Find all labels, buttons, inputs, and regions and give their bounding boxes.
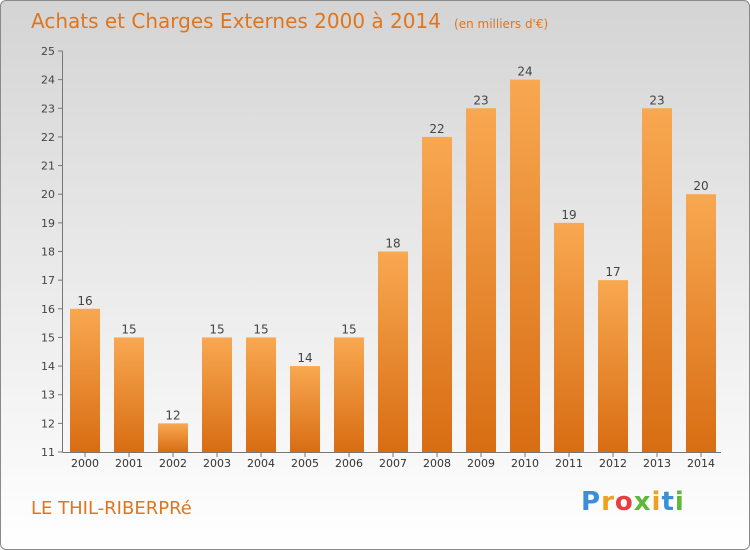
y-tick-label: 24 bbox=[41, 74, 55, 87]
x-tick-label-2001: 2001 bbox=[115, 457, 143, 470]
logo-letter: x bbox=[633, 487, 652, 517]
y-tick-label: 12 bbox=[41, 417, 55, 430]
bar-2001 bbox=[114, 337, 144, 452]
y-tick-label: 22 bbox=[41, 131, 55, 144]
y-tick-label: 17 bbox=[41, 274, 55, 287]
data-label-2005: 14 bbox=[297, 351, 312, 365]
y-tick-label: 19 bbox=[41, 217, 55, 230]
bar-2010 bbox=[510, 79, 540, 453]
logo-letter: t bbox=[661, 487, 675, 517]
logo-letter: i bbox=[651, 487, 662, 517]
y-tick-label: 23 bbox=[41, 102, 55, 115]
logo-letter: P bbox=[581, 487, 602, 517]
x-tick-label-2000: 2000 bbox=[71, 457, 99, 470]
y-tick-label: 14 bbox=[41, 360, 55, 373]
data-label-2010: 24 bbox=[517, 65, 532, 79]
proxiti-logo: Proxiti bbox=[581, 487, 685, 517]
x-tick-label-2014: 2014 bbox=[687, 457, 715, 470]
y-tick-label: 16 bbox=[41, 303, 55, 316]
data-label-2006: 15 bbox=[341, 322, 356, 336]
bar-2013 bbox=[642, 108, 672, 453]
logo-letter: r bbox=[601, 487, 615, 517]
x-tick-label-2007: 2007 bbox=[379, 457, 407, 470]
x-tick-label-2009: 2009 bbox=[467, 457, 495, 470]
y-tick-label: 20 bbox=[41, 188, 55, 201]
data-label-2014: 20 bbox=[693, 179, 708, 193]
y-tick-label: 15 bbox=[41, 331, 55, 344]
bar-2003 bbox=[202, 337, 232, 452]
x-tick-label-2003: 2003 bbox=[203, 457, 231, 470]
data-label-2004: 15 bbox=[253, 322, 268, 336]
x-tick-label-2002: 2002 bbox=[159, 457, 187, 470]
bar-2014 bbox=[686, 194, 716, 452]
chart-title: Achats et Charges Externes 2000 à 2014 bbox=[31, 9, 441, 33]
y-tick-label: 21 bbox=[41, 160, 55, 173]
x-tick-label-2010: 2010 bbox=[511, 457, 539, 470]
x-tick-label-2005: 2005 bbox=[291, 457, 319, 470]
data-label-2013: 23 bbox=[649, 93, 664, 107]
y-tick-label: 18 bbox=[41, 246, 55, 259]
y-tick-label: 13 bbox=[41, 389, 55, 402]
data-label-2009: 23 bbox=[473, 93, 488, 107]
data-label-2008: 22 bbox=[429, 122, 444, 136]
logo-letter: i bbox=[674, 487, 685, 517]
x-tick-label-2008: 2008 bbox=[423, 457, 451, 470]
data-label-2003: 15 bbox=[209, 322, 224, 336]
data-label-2000: 16 bbox=[77, 294, 92, 308]
bar-2006 bbox=[334, 337, 364, 452]
bar-2011 bbox=[554, 222, 584, 452]
y-tick-label: 25 bbox=[41, 45, 55, 58]
x-tick-label-2011: 2011 bbox=[555, 457, 583, 470]
x-tick-label-2006: 2006 bbox=[335, 457, 363, 470]
location-label: LE THIL-RIBERPRé bbox=[31, 498, 192, 519]
unit-note: (en milliers d'€) bbox=[454, 17, 549, 31]
bar-2008 bbox=[422, 136, 452, 452]
bar-2009 bbox=[466, 108, 496, 453]
logo-letter: o bbox=[614, 487, 634, 517]
bar-2012 bbox=[598, 280, 628, 452]
x-tick-label-2012: 2012 bbox=[599, 457, 627, 470]
chart-title-block: Achats et Charges Externes 2000 à 2014 (… bbox=[31, 9, 548, 33]
y-tick-label: 11 bbox=[41, 446, 55, 459]
data-label-2011: 19 bbox=[561, 208, 576, 222]
bar-2007 bbox=[378, 251, 408, 452]
bar-2004 bbox=[246, 337, 276, 452]
data-label-2007: 18 bbox=[385, 237, 400, 251]
x-tick-label-2004: 2004 bbox=[247, 457, 275, 470]
x-tick-label-2013: 2013 bbox=[643, 457, 671, 470]
data-label-2012: 17 bbox=[605, 265, 620, 279]
data-label-2002: 12 bbox=[165, 408, 180, 422]
bar-2005 bbox=[290, 366, 320, 452]
bar-2000 bbox=[70, 308, 100, 452]
data-label-2001: 15 bbox=[121, 322, 136, 336]
bar-2002 bbox=[158, 423, 188, 452]
